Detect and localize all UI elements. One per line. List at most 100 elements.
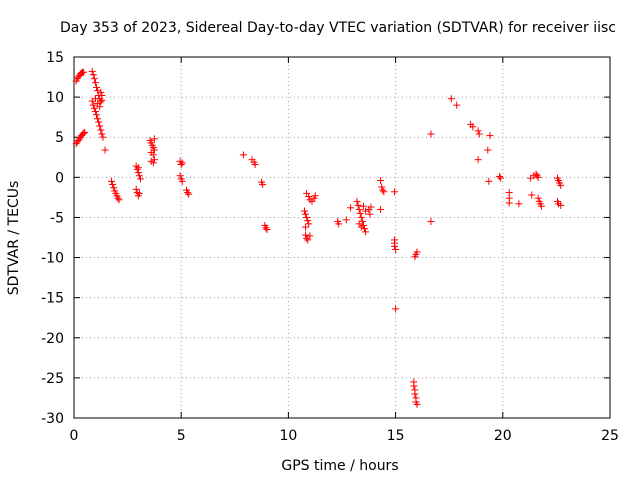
- data-point: [557, 201, 565, 209]
- data-point: [115, 196, 123, 204]
- data-point: [377, 205, 385, 213]
- data-point: [259, 181, 267, 189]
- data-point: [534, 194, 542, 202]
- data-point: [94, 87, 102, 95]
- data-point: [93, 83, 101, 91]
- data-point: [378, 183, 386, 191]
- data-point: [306, 232, 314, 240]
- data-point: [98, 92, 106, 100]
- data-point: [413, 248, 421, 256]
- data-point: [90, 75, 98, 83]
- data-point: [413, 400, 421, 408]
- data-point: [391, 188, 399, 196]
- data-point: [108, 177, 116, 185]
- x-tick-label: 0: [70, 428, 79, 444]
- data-point: [185, 190, 193, 198]
- data-point: [534, 173, 542, 181]
- x-tick-label: 25: [601, 428, 619, 444]
- data-point: [305, 193, 313, 201]
- data-point: [81, 128, 89, 136]
- data-point: [93, 111, 101, 119]
- data-point: [485, 177, 493, 185]
- data-point: [136, 175, 144, 183]
- data-point: [101, 146, 109, 154]
- data-point: [305, 220, 313, 228]
- data-point: [302, 223, 310, 231]
- data-point: [176, 172, 184, 180]
- data-point: [135, 189, 143, 197]
- data-point: [97, 88, 105, 96]
- data-point: [447, 95, 455, 103]
- data-point: [497, 174, 505, 182]
- data-point: [302, 210, 310, 218]
- data-point: [474, 156, 482, 164]
- data-point: [110, 184, 118, 192]
- data-point: [99, 133, 107, 141]
- data-point: [486, 132, 494, 140]
- data-point: [357, 223, 365, 231]
- data-point: [392, 305, 400, 313]
- data-point: [353, 197, 361, 205]
- data-point: [150, 156, 158, 164]
- data-point: [97, 98, 105, 106]
- data-point: [515, 200, 523, 208]
- data-point: [184, 189, 192, 197]
- data-point: [89, 71, 97, 79]
- data-point: [354, 201, 362, 209]
- data-point: [537, 202, 545, 210]
- y-tick-label: -10: [41, 251, 64, 267]
- data-point: [177, 160, 185, 168]
- data-point: [342, 216, 350, 224]
- data-point: [262, 224, 270, 232]
- data-point: [347, 204, 355, 212]
- data-point: [94, 115, 102, 123]
- data-point: [355, 205, 363, 213]
- data-point: [91, 108, 99, 116]
- data-point: [98, 130, 106, 138]
- data-point: [379, 186, 387, 194]
- data-point: [475, 130, 483, 138]
- y-tick-label: 5: [55, 130, 64, 146]
- y-tick-label: -20: [41, 331, 64, 347]
- data-point: [109, 181, 117, 189]
- data-point: [239, 151, 247, 159]
- data-point: [89, 101, 97, 109]
- data-point: [427, 130, 435, 138]
- data-point: [496, 173, 504, 181]
- data-point: [150, 135, 158, 143]
- data-points: [72, 67, 565, 408]
- data-point: [361, 225, 369, 233]
- data-point: [335, 220, 343, 228]
- data-point: [505, 199, 513, 207]
- data-point: [80, 68, 88, 76]
- data-point: [304, 217, 312, 225]
- data-point: [178, 159, 186, 167]
- grid: [74, 57, 610, 418]
- data-point: [80, 129, 88, 137]
- data-point: [91, 79, 99, 87]
- data-point: [304, 236, 312, 244]
- data-point: [469, 123, 477, 131]
- data-point: [88, 67, 96, 75]
- data-point: [528, 191, 536, 199]
- data-point: [411, 390, 419, 398]
- y-tick-label: -5: [50, 210, 64, 226]
- data-point: [96, 122, 104, 130]
- data-point: [474, 127, 482, 135]
- data-point: [359, 202, 367, 210]
- data-point: [380, 188, 388, 196]
- data-point: [91, 95, 99, 103]
- data-point: [311, 192, 319, 200]
- x-axis-title: GPS time / hours: [281, 458, 398, 474]
- y-tick-label: -30: [41, 411, 64, 427]
- data-point: [362, 228, 370, 236]
- data-point: [533, 172, 541, 180]
- x-tick-label: 5: [177, 428, 186, 444]
- y-tick-label: -15: [41, 291, 64, 307]
- data-point: [362, 207, 370, 215]
- data-point: [134, 164, 142, 172]
- data-point: [356, 209, 364, 217]
- y-axis-title: SDTVAR / TECUs: [6, 181, 22, 296]
- tick-labels: 0 5 10 15 20 25 15 10 5 0 -5 -10 -15 -20 -25 -30: [41, 50, 619, 444]
- y-tick-label: 0: [55, 170, 64, 186]
